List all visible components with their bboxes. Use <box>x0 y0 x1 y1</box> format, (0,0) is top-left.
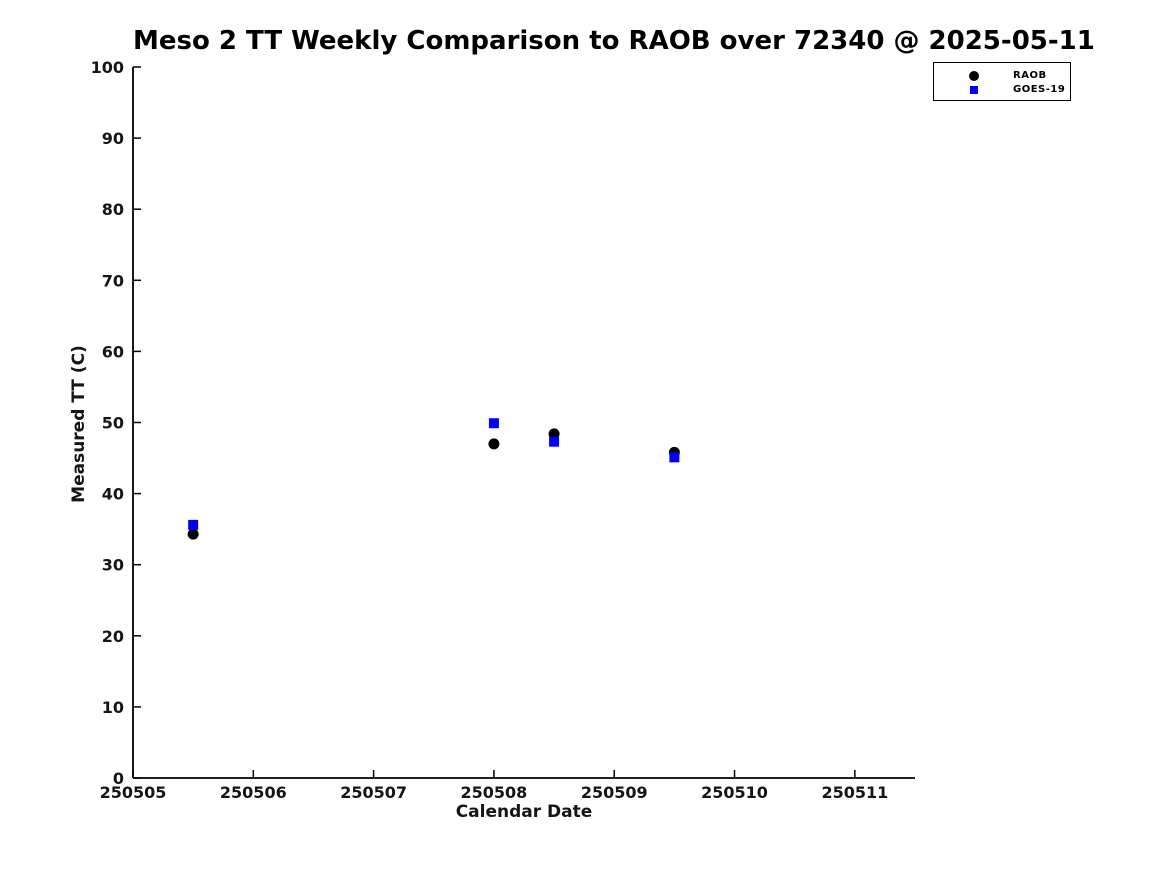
x-tick-label: 250508 <box>461 783 528 802</box>
y-tick-label: 30 <box>102 556 124 575</box>
x-tick-label: 250507 <box>340 783 407 802</box>
x-tick-label: 250510 <box>701 783 768 802</box>
y-tick-label: 50 <box>102 414 124 433</box>
x-axis-label: Calendar Date <box>455 802 593 822</box>
legend: RAOB GOES-19 <box>933 62 1071 101</box>
y-tick-label: 80 <box>102 200 124 219</box>
data-point-raob <box>488 438 500 450</box>
y-tick-label: 90 <box>102 129 124 148</box>
raob-circle-marker-icon <box>968 71 979 81</box>
x-tick-label: 250509 <box>581 783 648 802</box>
y-tick-label: 70 <box>102 271 124 290</box>
legend-label-raob: RAOB <box>1013 70 1047 81</box>
goes19-square-marker-icon <box>969 86 978 94</box>
data-point-goes-19 <box>669 452 680 463</box>
legend-marker-wrap <box>934 86 1013 94</box>
y-tick-label: 0 <box>113 769 124 788</box>
legend-label-goes19: GOES-19 <box>1013 84 1066 95</box>
data-point-raob <box>187 528 199 540</box>
legend-item-goes19: GOES-19 <box>934 83 1070 97</box>
legend-marker-wrap <box>934 71 1013 81</box>
x-tick-label: 250506 <box>220 783 287 802</box>
data-point-goes-19 <box>188 519 199 530</box>
x-tick-label: 250505 <box>100 783 167 802</box>
legend-item-raob: RAOB <box>934 69 1070 83</box>
data-point-raob <box>548 428 560 440</box>
y-tick-label: 10 <box>102 698 124 717</box>
data-point-goes-19 <box>488 418 499 429</box>
y-tick-label: 100 <box>91 58 124 77</box>
data-point-goes-19 <box>549 436 560 447</box>
y-tick-label: 40 <box>102 485 124 504</box>
y-tick-label: 20 <box>102 627 124 646</box>
y-tick-label: 60 <box>102 342 124 361</box>
x-tick-label: 250511 <box>821 783 888 802</box>
